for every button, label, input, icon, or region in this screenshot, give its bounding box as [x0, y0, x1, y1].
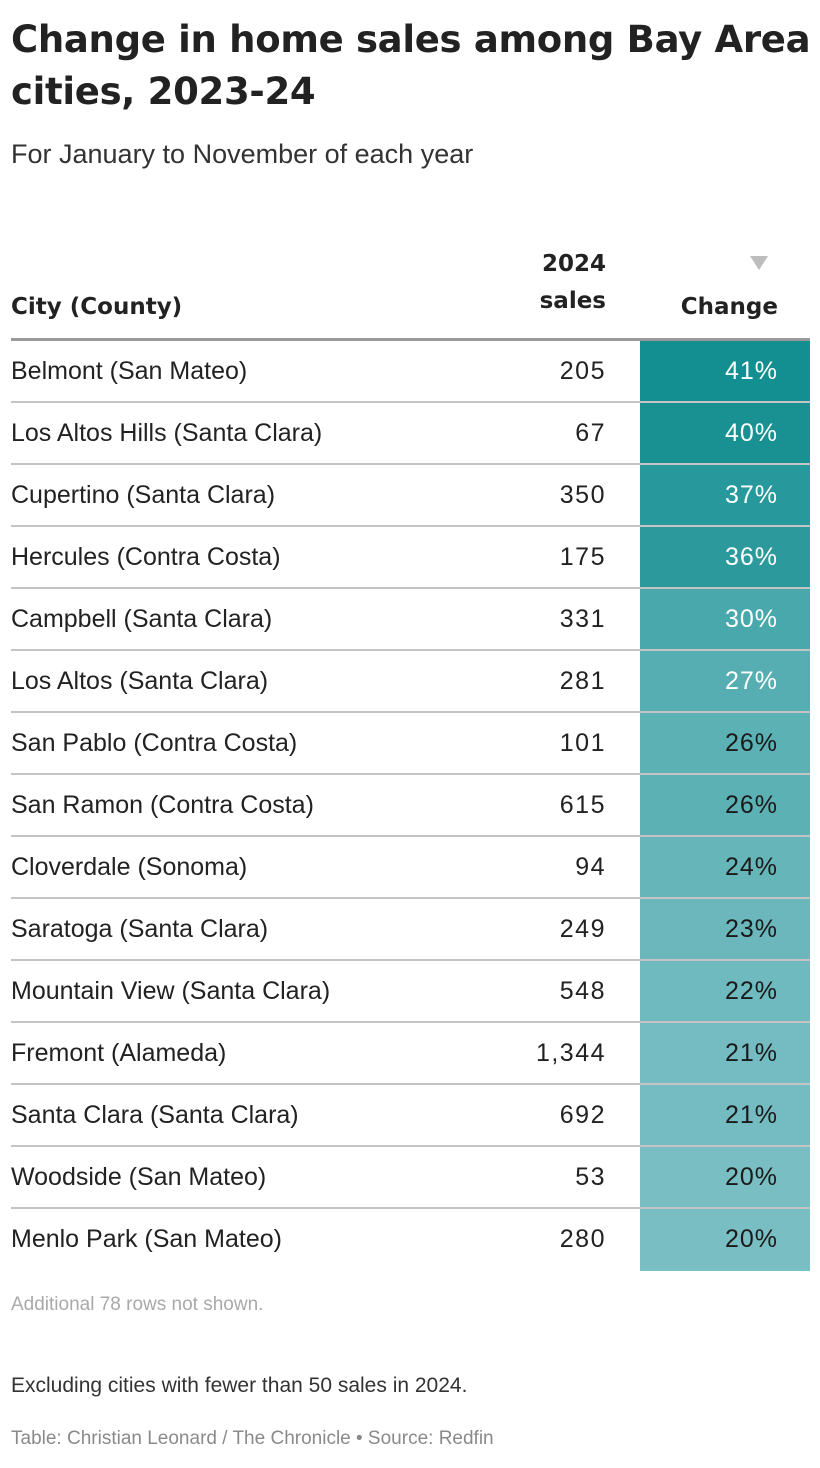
- table-body: Belmont (San Mateo) 205 41% Los Altos Hills…: [11, 341, 810, 1271]
- city-cell: Menlo Park (San Mateo): [11, 1225, 282, 1253]
- column-header-change[interactable]: Change: [680, 294, 778, 320]
- change-cell: 37%: [640, 465, 810, 525]
- city-cell: Mountain View (Santa Clara): [11, 977, 331, 1005]
- sales-cell: 331: [559, 605, 606, 633]
- table-row: San Ramon (Contra Costa) 615 26%: [11, 775, 810, 837]
- table-row: Mountain View (Santa Clara) 548 22%: [11, 961, 810, 1023]
- sales-cell: 94: [575, 853, 606, 881]
- sales-cell: 67: [575, 419, 606, 447]
- change-cell: 20%: [640, 1209, 810, 1271]
- column-header-sales-line2: sales: [539, 288, 606, 314]
- sales-cell: 1,344: [535, 1039, 606, 1067]
- change-cell: 21%: [640, 1023, 810, 1083]
- credit-line: Table: Christian Leonard / The Chronicle…: [11, 1428, 494, 1449]
- city-cell: Hercules (Contra Costa): [11, 543, 281, 571]
- sales-cell: 280: [559, 1225, 606, 1253]
- change-cell: 24%: [640, 837, 810, 897]
- table-row: Menlo Park (San Mateo) 280 20%: [11, 1209, 810, 1271]
- sales-cell: 615: [559, 791, 606, 819]
- change-cell: 30%: [640, 589, 810, 649]
- table-header: City (County) 2024 sales Change: [11, 238, 810, 341]
- change-cell: 41%: [640, 341, 810, 401]
- table-row: Belmont (San Mateo) 205 41%: [11, 341, 810, 403]
- sales-cell: 101: [559, 729, 606, 757]
- table-row: Cupertino (Santa Clara) 350 37%: [11, 465, 810, 527]
- change-cell: 22%: [640, 961, 810, 1021]
- city-cell: Fremont (Alameda): [11, 1039, 227, 1067]
- sales-cell: 548: [559, 977, 606, 1005]
- table-row: Campbell (Santa Clara) 331 30%: [11, 589, 810, 651]
- sales-cell: 249: [559, 915, 606, 943]
- column-header-sales-line1: 2024: [541, 251, 606, 277]
- table-row: Woodside (San Mateo) 53 20%: [11, 1147, 810, 1209]
- table-row: Los Altos (Santa Clara) 281 27%: [11, 651, 810, 713]
- table-row: Hercules (Contra Costa) 175 36%: [11, 527, 810, 589]
- additional-rows-note: Additional 78 rows not shown.: [11, 1294, 264, 1315]
- change-cell: 40%: [640, 403, 810, 463]
- city-cell: Saratoga (Santa Clara): [11, 915, 269, 943]
- table-row: Los Altos Hills (Santa Clara) 67 40%: [11, 403, 810, 465]
- table-row: Fremont (Alameda) 1,344 21%: [11, 1023, 810, 1085]
- city-cell: Los Altos Hills (Santa Clara): [11, 419, 323, 447]
- change-cell: 26%: [640, 713, 810, 773]
- chart-subtitle: For January to November of each year: [11, 139, 474, 169]
- sales-cell: 281: [559, 667, 606, 695]
- city-cell: Campbell (Santa Clara): [11, 605, 273, 633]
- table-row: Saratoga (Santa Clara) 249 23%: [11, 899, 810, 961]
- city-cell: San Ramon (Contra Costa): [11, 791, 314, 819]
- change-cell: 23%: [640, 899, 810, 959]
- sales-cell: 350: [559, 481, 606, 509]
- change-cell: 21%: [640, 1085, 810, 1145]
- city-cell: Belmont (San Mateo): [11, 357, 248, 385]
- table-row: San Pablo (Contra Costa) 101 26%: [11, 713, 810, 775]
- chart-title: Change in home sales among Bay Area citi…: [11, 18, 811, 113]
- city-cell: Woodside (San Mateo): [11, 1163, 267, 1191]
- data-table: City (County) 2024 sales Change Belmont …: [11, 238, 810, 1271]
- table-row: Santa Clara (Santa Clara) 692 21%: [11, 1085, 810, 1147]
- sales-cell: 53: [575, 1163, 606, 1191]
- city-cell: Cloverdale (Sonoma): [11, 853, 248, 881]
- city-cell: Santa Clara (Santa Clara): [11, 1101, 299, 1129]
- city-cell: Cupertino (Santa Clara): [11, 481, 276, 509]
- sales-cell: 205: [559, 357, 606, 385]
- column-header-sales[interactable]: 2024 sales: [540, 246, 606, 320]
- exclusion-note: Excluding cities with fewer than 50 sale…: [11, 1374, 468, 1397]
- column-header-city[interactable]: City (County): [11, 294, 183, 320]
- city-cell: San Pablo (Contra Costa): [11, 729, 298, 757]
- sort-descending-icon[interactable]: [750, 256, 768, 270]
- sales-cell: 175: [559, 543, 606, 571]
- change-cell: 27%: [640, 651, 810, 711]
- sales-cell: 692: [559, 1101, 606, 1129]
- change-cell: 20%: [640, 1147, 810, 1207]
- change-cell: 36%: [640, 527, 810, 587]
- table-row: Cloverdale (Sonoma) 94 24%: [11, 837, 810, 899]
- change-cell: 26%: [640, 775, 810, 835]
- city-cell: Los Altos (Santa Clara): [11, 667, 269, 695]
